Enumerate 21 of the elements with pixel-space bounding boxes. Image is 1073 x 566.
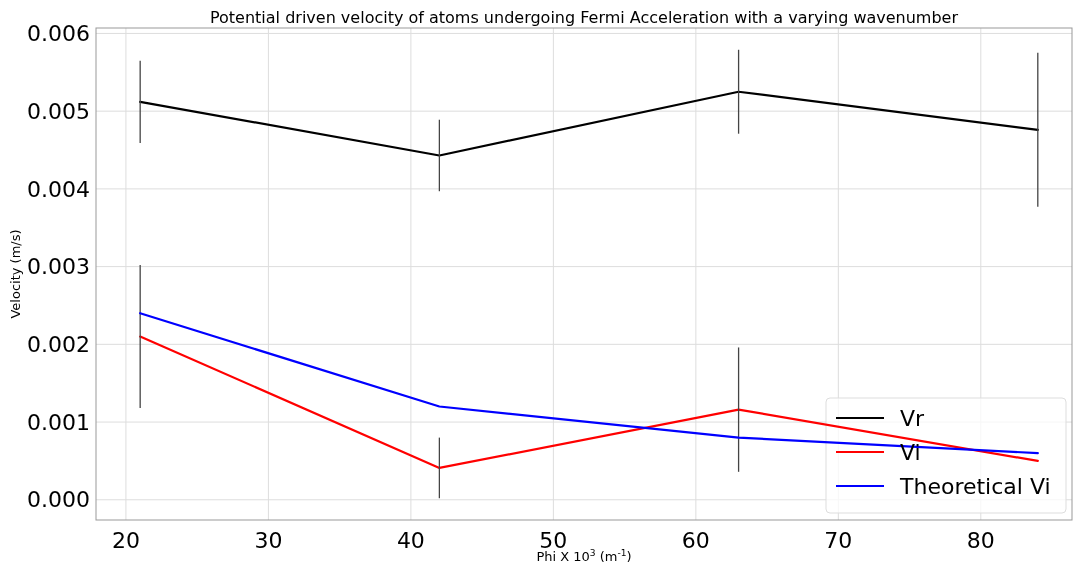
y-tick-label: 0.000 <box>27 487 90 513</box>
line-series <box>139 335 1039 470</box>
y-tick-label: 0.003 <box>27 254 90 280</box>
x-tick-label: 60 <box>681 528 710 553</box>
legend-label: Theoretical Vi <box>899 473 1051 499</box>
line-series <box>139 90 1039 157</box>
chart-title: Potential driven velocity of atoms undergoing Fermi Acceleration with a varying wavenumber <box>209 8 959 27</box>
y-axis-title: Velocity (m/s) <box>8 229 23 319</box>
x-tick-label: 70 <box>824 528 853 553</box>
x-tick-label: 40 <box>396 528 425 553</box>
y-tick-label: 0.004 <box>27 176 90 202</box>
y-tick-label: 0.005 <box>27 98 90 124</box>
legend-label: Vr <box>900 405 926 431</box>
x-tick-label: 80 <box>966 528 995 553</box>
x-axis-title: Phi X 10$^{3}$ (m$^{-1}$) <box>536 548 632 564</box>
y-tick-label: 0.001 <box>27 409 90 435</box>
x-tick-label: 20 <box>111 528 140 553</box>
y-tick-label: 0.006 <box>27 21 90 47</box>
legend-label: Vi <box>900 439 921 465</box>
x-tick-label: 30 <box>254 528 283 553</box>
y-tick-label: 0.002 <box>27 332 90 358</box>
